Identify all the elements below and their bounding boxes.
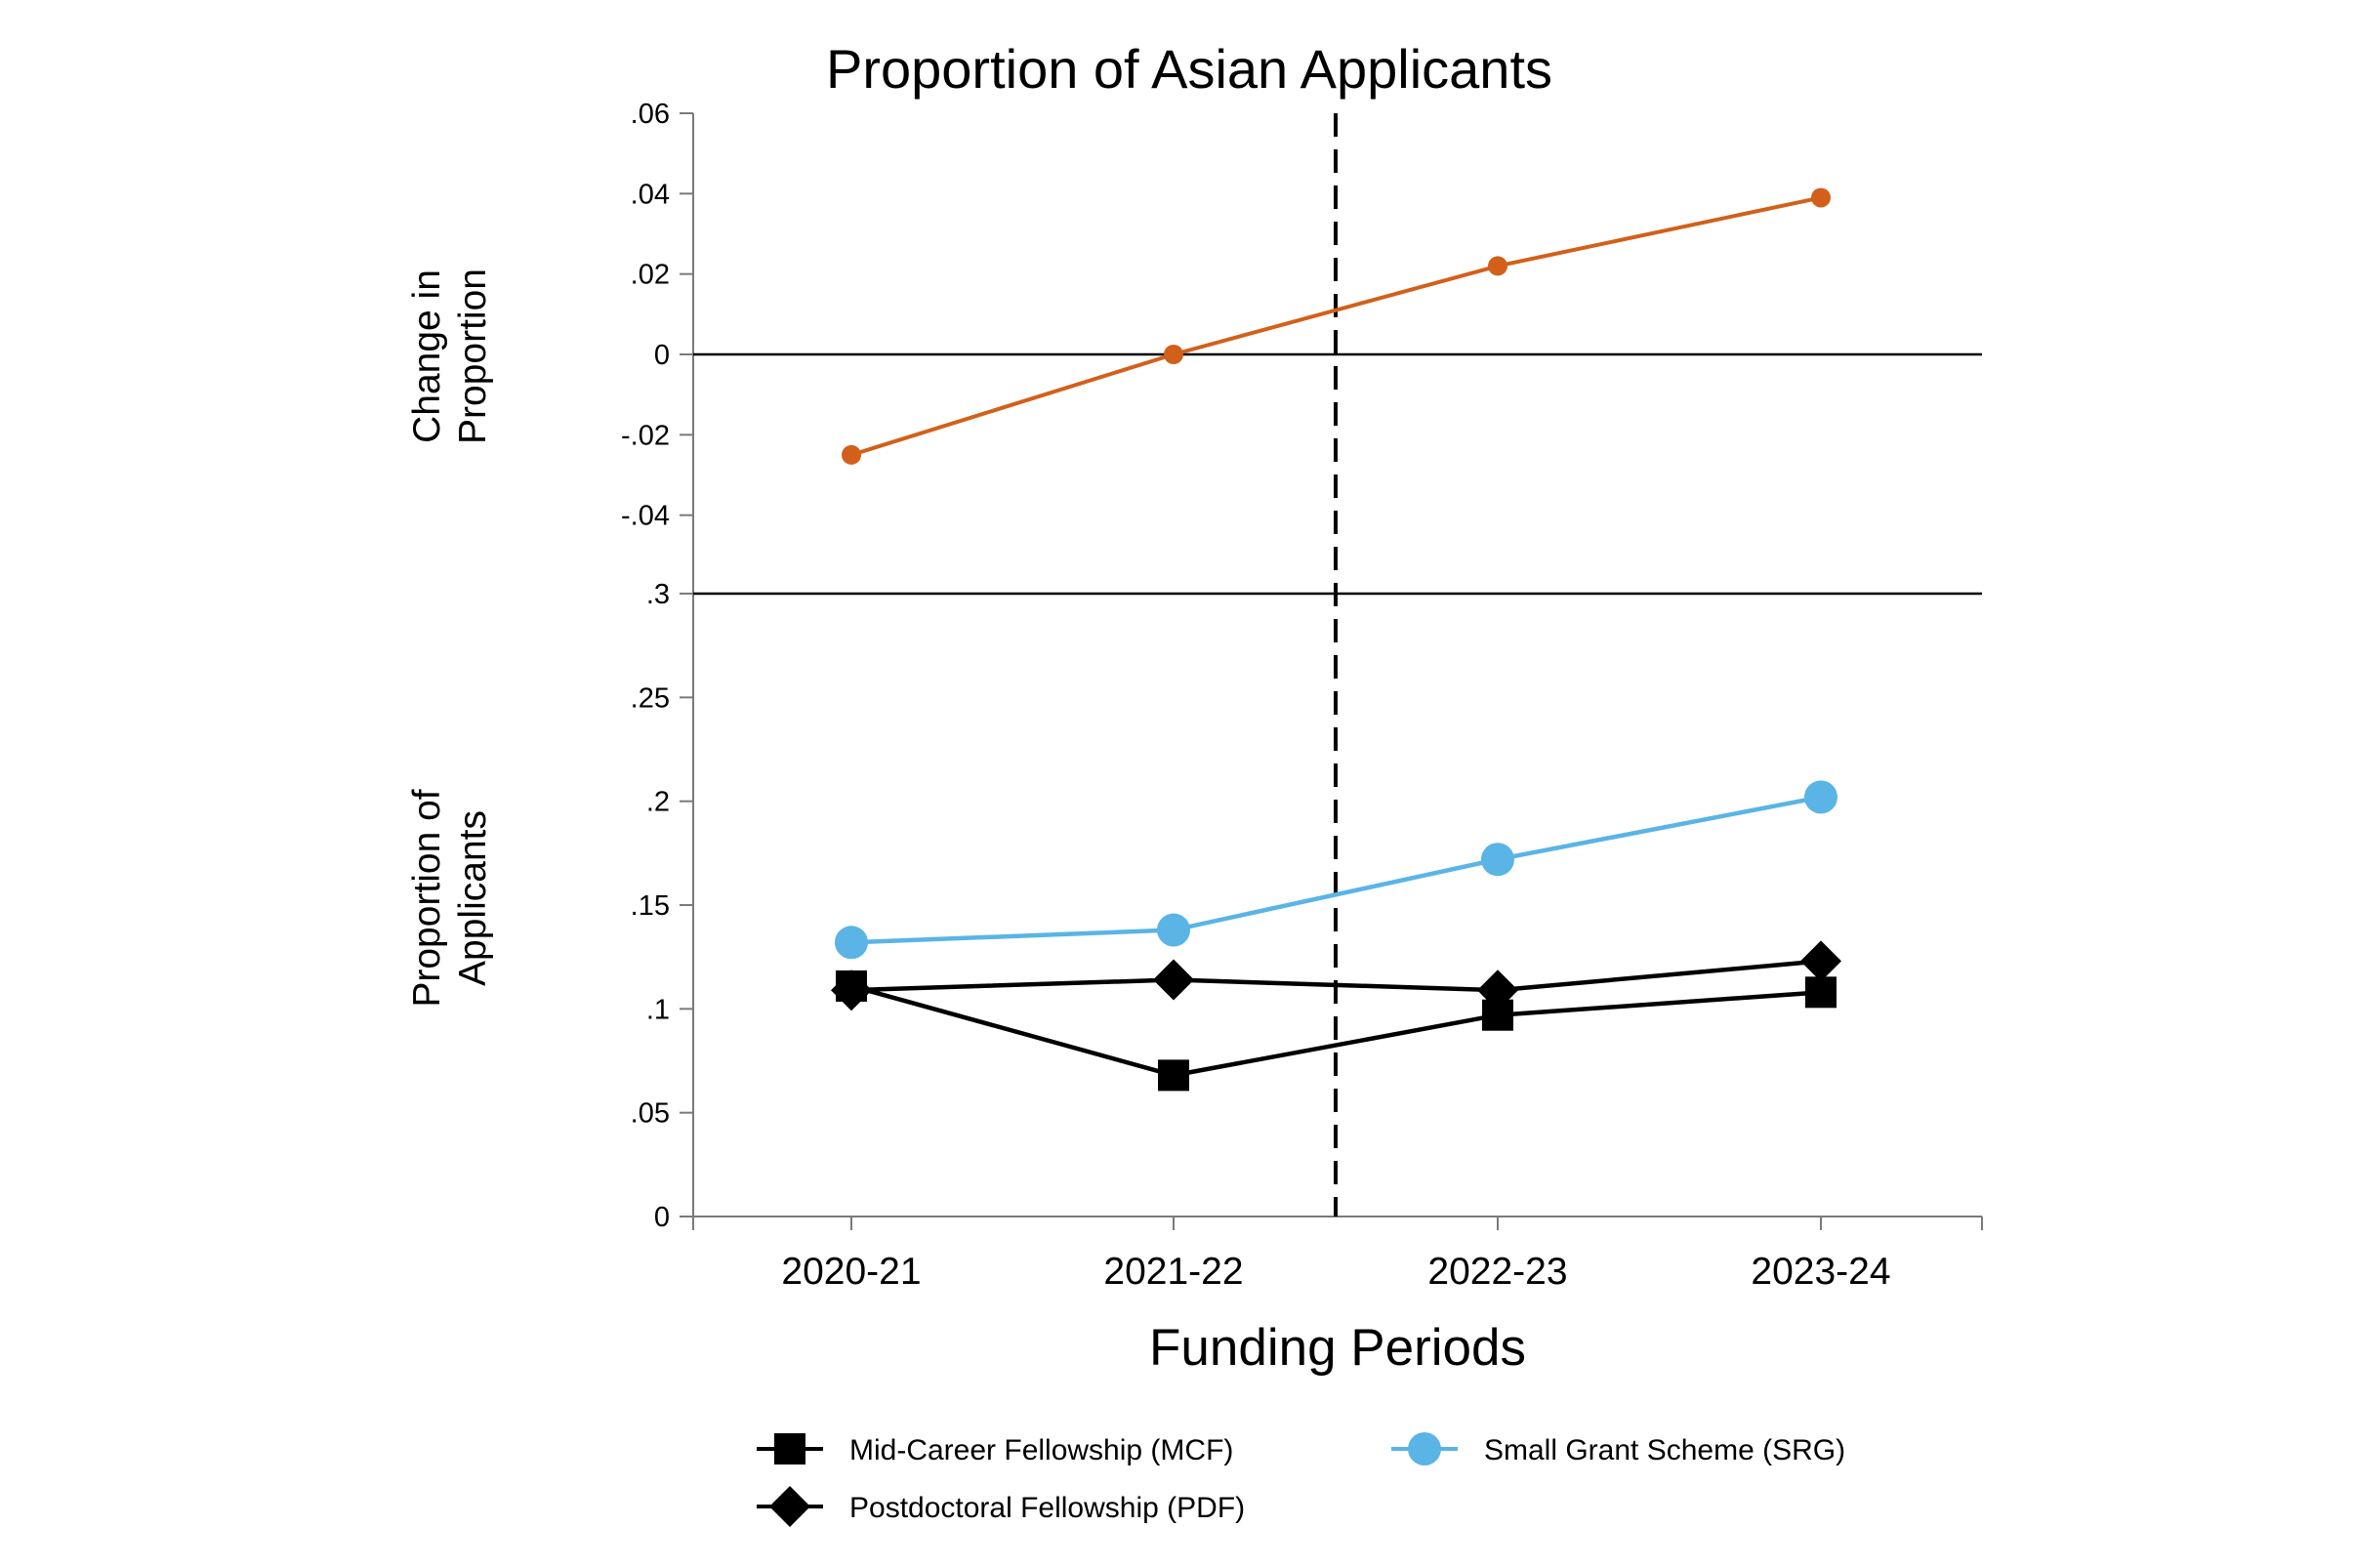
y-axis-label: Applicants [452, 810, 494, 986]
x-axis-label: Funding Periods [1149, 1319, 1526, 1377]
series-line-srg [850, 795, 1822, 945]
legend-marker-mcf [774, 1433, 805, 1465]
data-point-mcf [836, 970, 867, 1002]
data-point-srg [1481, 843, 1514, 877]
data-point-pdf [1800, 940, 1841, 982]
legend: Mid-Career Fellowship (MCF) Small Grant S… [757, 1432, 1845, 1527]
y-axis-label: Proportion of [406, 789, 448, 1007]
y-tick-label: .1 [646, 994, 670, 1025]
x-tick-label: 2021-22 [1103, 1251, 1243, 1293]
data-point-change [1164, 345, 1183, 364]
series-line-mcf [850, 983, 1822, 1078]
legend-item-mcf: Mid-Career Fellowship (MCF) [757, 1433, 1233, 1466]
data-point-change [842, 444, 861, 465]
legend-item-srg: Small Grant Scheme (SRG) [1391, 1432, 1845, 1466]
data-point-change [1488, 256, 1507, 276]
legend-label-srg: Small Grant Scheme (SRG) [1484, 1434, 1845, 1466]
y-tick-label: .25 [631, 682, 670, 714]
legend-label-pdf: Postdoctoral Fellowship (PDF) [849, 1492, 1245, 1524]
chart-title: Proportion of Asian Applicants [826, 38, 1552, 100]
series-change [842, 187, 1831, 465]
series [831, 187, 1841, 1092]
y-tick-label: .02 [631, 260, 670, 291]
y-tick-label: .15 [631, 890, 670, 922]
data-point-mcf [1805, 976, 1837, 1009]
y-axis-label: Change in [406, 269, 448, 443]
y-tick-label: 0 [654, 1202, 670, 1233]
series-mcf [836, 970, 1837, 1092]
series-line-change [850, 195, 1822, 457]
data-point-mcf [1482, 999, 1513, 1031]
x-tick-label: 2022-23 [1427, 1251, 1567, 1293]
series-srg [835, 780, 1837, 960]
y-tick-label: .05 [631, 1098, 670, 1130]
y-tick-label: -.04 [621, 501, 670, 532]
legend-marker-pdf [769, 1486, 810, 1527]
y-tick-label: .2 [646, 787, 670, 818]
data-point-change [1811, 187, 1831, 208]
y-tick-label: -.02 [621, 420, 670, 451]
data-point-srg [1157, 913, 1190, 947]
data-point-srg [835, 926, 868, 960]
legend-item-pdf: Postdoctoral Fellowship (PDF) [757, 1486, 1245, 1527]
x-tick-label: 2020-21 [781, 1251, 921, 1293]
legend-marker-srg [1408, 1432, 1441, 1465]
x-tick-label: 2023-24 [1751, 1251, 1890, 1293]
y-axis-label: Proportion [452, 268, 494, 444]
axes: .06 .04 .02 0 -.02 -.04 Change in Proportion .3.… [406, 99, 1983, 1293]
data-point-srg [1804, 780, 1837, 814]
y-tick-label: .06 [631, 99, 670, 130]
data-point-mcf [1158, 1059, 1189, 1092]
legend-label-mcf: Mid-Career Fellowship (MCF) [849, 1434, 1233, 1466]
y-tick-label: .3 [646, 579, 670, 610]
series-line-pdf [850, 959, 1822, 993]
y-tick-label: 0 [654, 340, 670, 371]
y-tick-label: .04 [631, 179, 670, 210]
data-point-pdf [1153, 959, 1194, 1001]
